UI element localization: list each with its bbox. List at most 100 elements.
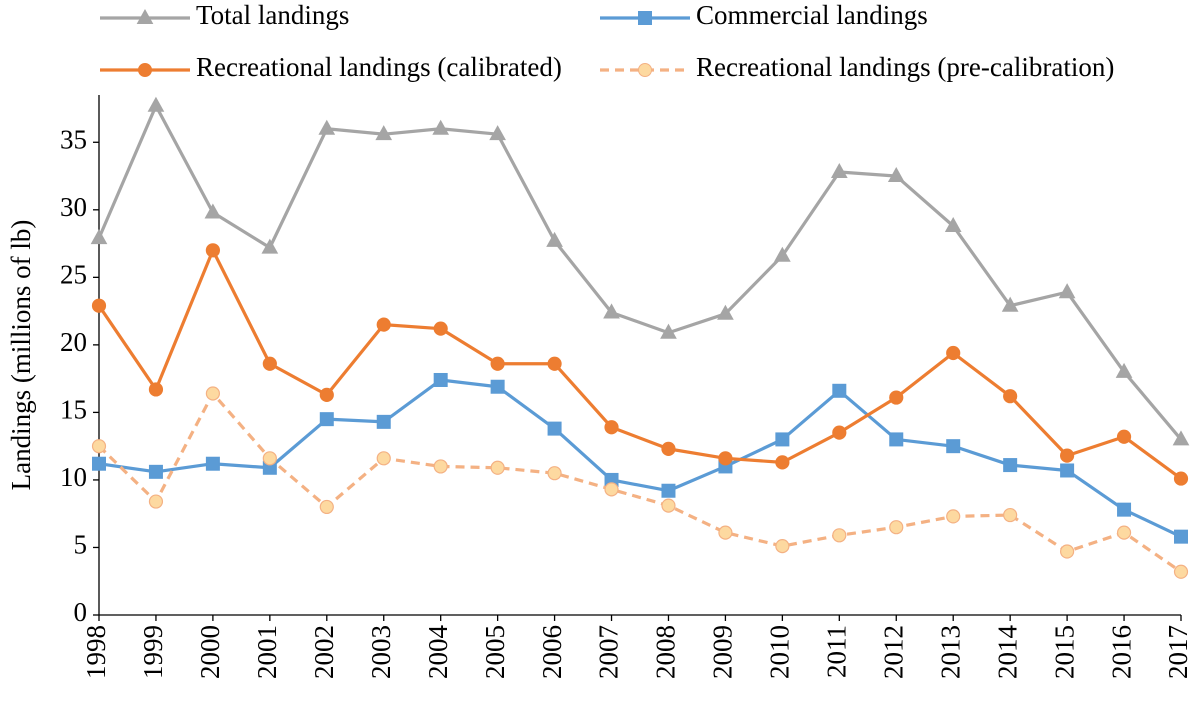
point-marker [433,459,448,474]
point-marker [946,439,961,454]
series-line [97,248,1182,480]
x-tick-label: 1998 [81,625,111,679]
point-marker [148,464,163,479]
legend-label: Total landings [196,0,349,30]
point-marker [1001,296,1019,312]
x-tick-label: 2013 [935,625,965,679]
x-tick-label: 1999 [138,625,168,679]
point-marker [546,231,563,247]
point-marker [90,229,108,245]
x-tick-label: 2011 [822,625,852,678]
point-marker [1003,458,1018,473]
x-tick-label: 2014 [992,625,1022,680]
point-marker [604,420,619,435]
point-marker [205,456,220,471]
y-tick-label: 0 [74,597,88,627]
legend-marker [638,11,652,25]
point-marker [604,482,619,497]
point-marker [319,387,334,402]
point-marker [262,356,277,371]
point-marker [1172,430,1190,446]
y-tick-label: 10 [60,462,87,492]
point-marker [148,494,164,509]
point-marker [547,421,562,436]
point-marker [1115,362,1133,378]
point-marker [490,356,505,371]
point-marker [946,345,961,361]
legend-label: Recreational landings (calibrated) [196,52,562,82]
x-tick-label: 2003 [366,625,396,679]
point-marker [490,460,505,475]
legend-marker [138,63,152,77]
x-tick-label: 2015 [1049,625,1079,679]
point-marker [1173,471,1189,486]
point-marker [832,425,847,440]
point-marker [547,466,562,481]
point-marker [661,498,676,513]
point-marker [1060,544,1075,559]
point-marker [775,539,790,554]
point-marker [717,304,734,320]
point-marker [433,372,448,387]
point-marker [148,382,164,397]
point-marker [490,379,505,394]
series-line [97,391,1182,574]
point-marker [318,119,336,135]
x-tick-label: 2012 [878,625,908,679]
point-marker [718,525,733,540]
point-marker [261,238,279,254]
series-line [97,104,1183,441]
x-tick-label: 2010 [765,625,795,679]
point-marker [205,243,220,258]
x-tick-label: 2009 [708,625,738,679]
legend-marker [136,8,154,24]
point-marker [889,390,904,405]
point-marker [319,412,334,427]
point-marker [603,303,620,319]
point-marker [946,509,961,524]
point-marker [1173,564,1189,579]
point-marker [1116,429,1132,444]
point-marker [944,216,962,233]
y-tick-label: 5 [74,530,88,560]
point-marker [1003,389,1018,404]
point-marker [660,323,677,339]
point-marker [1116,525,1132,540]
x-tick-label: 2017 [1163,625,1193,679]
point-marker [774,246,791,262]
point-marker [376,414,391,429]
point-marker [376,317,391,332]
point-marker [547,356,562,371]
y-tick-label: 25 [60,260,87,290]
point-marker [889,520,904,535]
y-axis-label: Landings (millions of lb) [6,220,36,491]
point-marker [262,451,277,466]
y-tick-label: 20 [60,327,87,357]
point-marker [889,432,904,447]
y-tick-label: 35 [60,124,87,154]
point-marker [375,125,393,141]
point-marker [91,298,107,313]
point-marker [433,321,448,336]
point-marker [661,441,676,456]
legend-label: Commercial landings [696,0,928,30]
point-marker [832,528,847,543]
point-marker [147,96,165,112]
x-tick-label: 2001 [252,625,282,679]
y-tick-label: 15 [60,395,87,425]
point-marker [204,203,222,219]
point-marker [319,499,334,515]
point-marker [376,451,391,466]
point-marker [489,125,506,141]
point-marker [91,439,107,454]
point-marker [92,456,106,471]
point-marker [432,119,450,135]
x-tick-label: 2008 [651,625,681,679]
point-marker [1058,283,1076,299]
series-line [98,378,1182,539]
x-tick-label: 2000 [195,625,225,679]
x-tick-label: 2005 [480,625,510,679]
point-marker [205,386,220,401]
point-marker [1060,448,1075,463]
